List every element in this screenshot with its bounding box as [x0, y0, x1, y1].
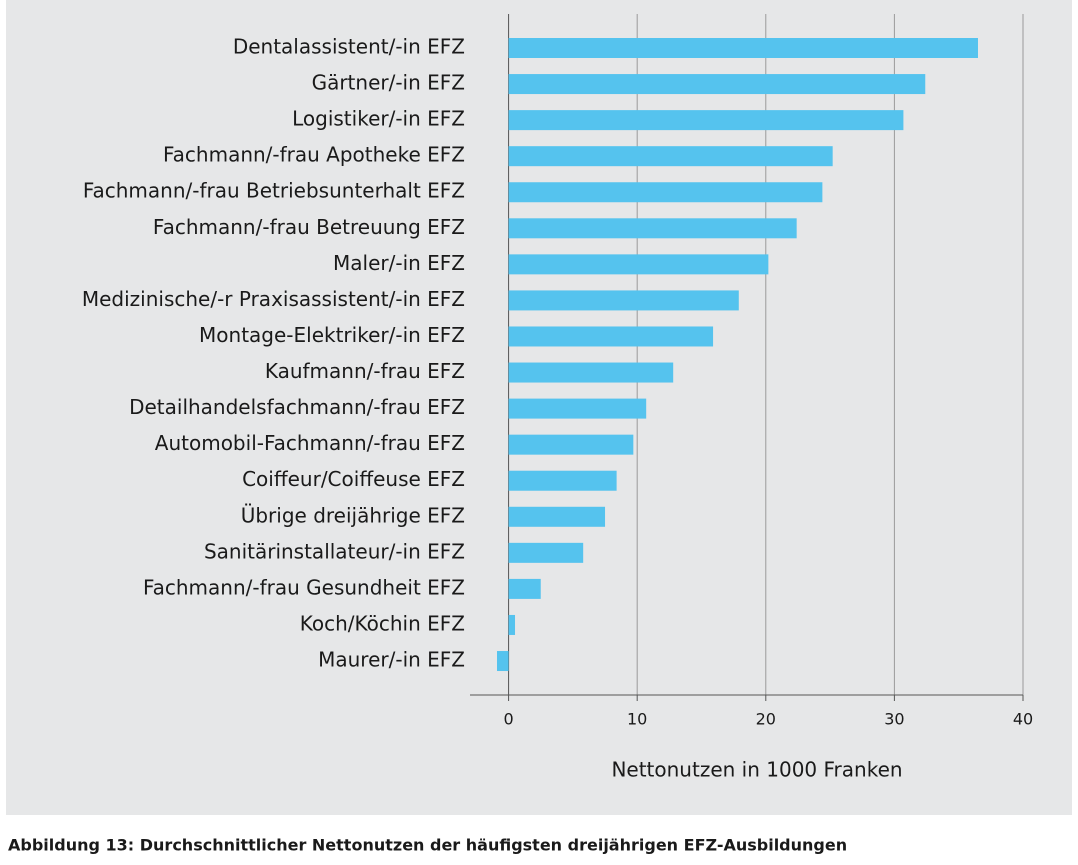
bar [508, 326, 714, 347]
x-tick-label: 0 [503, 710, 513, 729]
y-tick-label: Sanitärinstallateur/-in EFZ [204, 539, 465, 563]
y-tick-label: Koch/Köchin EFZ [300, 611, 465, 635]
bar [508, 290, 739, 311]
bar [497, 651, 509, 672]
y-tick-label: Detailhandelsfachmann/-frau EFZ [129, 395, 465, 419]
x-tick-label: 30 [884, 710, 904, 729]
y-tick-label: Montage-Elektriker/-in EFZ [199, 323, 465, 347]
y-tick-label: Medizinische/-r Praxisassistent/-in EFZ [82, 287, 465, 311]
bar [508, 470, 617, 491]
y-tick-label: Kaufmann/-frau EFZ [265, 359, 465, 383]
bar [508, 74, 926, 95]
bar [508, 614, 516, 635]
y-tick-label: Maurer/-in EFZ [318, 648, 465, 672]
y-tick-label: Übrige dreijährige EFZ [241, 503, 465, 527]
bar [508, 254, 769, 275]
bar [508, 578, 541, 599]
bar [508, 146, 833, 167]
bar [508, 38, 978, 58]
x-tick-label: 20 [756, 710, 776, 729]
bar [508, 506, 606, 527]
y-tick-label: Fachmann/-frau Betreuung EFZ [153, 215, 465, 239]
bar [508, 362, 674, 383]
x-tick-label: 40 [1013, 710, 1033, 729]
bar [508, 434, 634, 455]
caption: Abbildung 13: Durchschnittlicher Nettonu… [8, 836, 847, 855]
bar [508, 398, 647, 419]
y-tick-label: Maler/-in EFZ [333, 251, 465, 275]
y-tick-label: Fachmann/-frau Gesundheit EFZ [143, 575, 465, 599]
y-tick-label: Dentalassistent/-in EFZ [233, 35, 465, 59]
bar [508, 218, 797, 239]
y-tick-label: Fachmann/-frau Betriebsunterhalt EFZ [83, 179, 465, 203]
bar [508, 110, 904, 131]
y-tick-label: Gärtner/-in EFZ [312, 71, 465, 95]
x-tick-label: 10 [627, 710, 647, 729]
y-tick-label: Logistiker/-in EFZ [292, 107, 465, 131]
y-tick-label: Fachmann/-frau Apotheke EFZ [163, 143, 465, 167]
bar [508, 182, 823, 203]
y-tick-label: Coiffeur/Coiffeuse EFZ [242, 467, 465, 491]
x-axis-label: Nettonutzen in 1000 Franken [611, 758, 902, 782]
y-tick-label: Automobil-Fachmann/-frau EFZ [155, 431, 465, 455]
bar [508, 542, 584, 563]
